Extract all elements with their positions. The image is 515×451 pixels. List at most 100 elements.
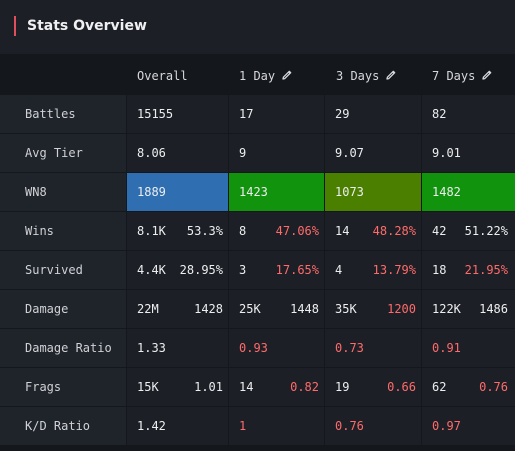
cell-count: 3 <box>239 263 247 277</box>
cell-7-days: 0.91 <box>422 329 515 367</box>
cell-value: 9.07 <box>335 146 364 160</box>
row-label: Frags <box>0 368 126 406</box>
cell-average: 0.76 <box>479 380 508 394</box>
table-row-battles: Battles 15155 17 29 82 <box>0 95 515 134</box>
cell-total: 122K <box>432 302 461 316</box>
cell-average: 0.66 <box>387 380 416 394</box>
cell-7-days: 122K 1486 <box>422 290 515 328</box>
cell-7-days: 18 21.95% <box>422 251 515 289</box>
cell-value: 8.06 <box>137 146 166 160</box>
cell-overall: 15K 1.01 <box>127 368 228 406</box>
cell-overall: 1.42 <box>127 407 228 445</box>
cell-percent: 47.06% <box>275 224 319 238</box>
cell-1-day: 9 <box>229 134 324 172</box>
cell-3-days: 4 13.79% <box>325 251 421 289</box>
cell-value: 17 <box>239 107 254 121</box>
header-accent-bar <box>14 16 16 36</box>
cell-count: 42 <box>432 224 447 238</box>
cell-1-day: 14 0.82 <box>229 368 324 406</box>
cell-3-days: 14 48.28% <box>325 212 421 250</box>
pencil-icon[interactable] <box>281 69 293 81</box>
cell-1-day: 3 17.65% <box>229 251 324 289</box>
wn8-badge-3-days: 1073 <box>325 173 421 211</box>
cell-value: 9 <box>239 146 247 160</box>
cell-3-days: 0.76 <box>325 407 421 445</box>
cell-percent: 21.95% <box>464 263 508 277</box>
cell-value: 82 <box>432 107 447 121</box>
wn8-badge-7-days: 1482 <box>422 173 515 211</box>
cell-value: 1073 <box>335 185 364 199</box>
cell-overall: 8.06 <box>127 134 228 172</box>
row-label: Avg Tier <box>0 134 126 172</box>
cell-1-day: 8 47.06% <box>229 212 324 250</box>
table-row-wn8: WN8 1889 1423 1073 1482 <box>0 173 515 212</box>
cell-value: 1889 <box>137 185 166 199</box>
cell-percent: 13.79% <box>372 263 416 277</box>
cell-value: 1 <box>239 419 247 433</box>
cell-total: 15K <box>137 380 159 394</box>
table-row-survived: Survived 4.4K 28.95% 3 17.65% 4 13.79% 18 21… <box>0 251 515 290</box>
cell-average: 1200 <box>387 302 416 316</box>
column-header-label: Overall <box>137 69 188 83</box>
cell-total: 14 <box>239 380 254 394</box>
cell-average: 1448 <box>290 302 319 316</box>
cell-3-days: 9.07 <box>325 134 421 172</box>
wn8-badge-1-day: 1423 <box>229 173 324 211</box>
cell-7-days: 9.01 <box>422 134 515 172</box>
row-label: Wins <box>0 212 126 250</box>
cell-overall: 15155 <box>127 95 228 133</box>
cell-average: 0.82 <box>290 380 319 394</box>
cell-value: 0.73 <box>335 341 364 355</box>
table-row-wins: Wins 8.1K 53.3% 8 47.06% 14 48.28% 42 51.22% <box>0 212 515 251</box>
cell-average: 1486 <box>479 302 508 316</box>
cell-total: 22M <box>137 302 159 316</box>
cell-7-days: 82 <box>422 95 515 133</box>
column-header-1-day[interactable]: 1 Day <box>239 54 293 94</box>
cell-count: 4.4K <box>137 263 166 277</box>
stats-table: Overall 1 Day 3 Days 7 Days Battles 1515… <box>0 54 515 451</box>
cell-count: 14 <box>335 224 350 238</box>
column-header-overall: Overall <box>137 54 188 94</box>
cell-value: 9.01 <box>432 146 461 160</box>
cell-3-days: 0.73 <box>325 329 421 367</box>
cell-value: 0.93 <box>239 341 268 355</box>
cell-overall: 1.33 <box>127 329 228 367</box>
cell-7-days: 62 0.76 <box>422 368 515 406</box>
table-row-damage-ratio: Damage Ratio 1.33 0.93 0.73 0.91 <box>0 329 515 368</box>
cell-count: 18 <box>432 263 447 277</box>
cell-3-days: 19 0.66 <box>325 368 421 406</box>
cell-overall: 8.1K 53.3% <box>127 212 228 250</box>
cell-3-days: 29 <box>325 95 421 133</box>
cell-value: 0.91 <box>432 341 461 355</box>
cell-1-day: 17 <box>229 95 324 133</box>
cell-average: 1.01 <box>194 380 223 394</box>
cell-total: 35K <box>335 302 357 316</box>
cell-value: 1.33 <box>137 341 166 355</box>
cell-value: 1.42 <box>137 419 166 433</box>
cell-count: 8.1K <box>137 224 166 238</box>
cell-percent: 51.22% <box>464 224 508 238</box>
wn8-badge-overall: 1889 <box>127 173 228 211</box>
cell-value: 15155 <box>137 107 174 121</box>
row-label: Survived <box>0 251 126 289</box>
pencil-icon[interactable] <box>481 69 493 81</box>
row-label: Damage <box>0 290 126 328</box>
panel-header: Stats Overview <box>0 0 515 55</box>
column-header-7-days[interactable]: 7 Days <box>432 54 493 94</box>
row-label: K/D Ratio <box>0 407 126 445</box>
cell-overall: 4.4K 28.95% <box>127 251 228 289</box>
row-label: Damage Ratio <box>0 329 126 367</box>
cell-total: 62 <box>432 380 447 394</box>
row-label: WN8 <box>0 173 126 211</box>
table-row-avg-tier: Avg Tier 8.06 9 9.07 9.01 <box>0 134 515 173</box>
cell-percent: 53.3% <box>186 224 223 238</box>
cell-total: 25K <box>239 302 261 316</box>
column-header-3-days[interactable]: 3 Days <box>336 54 397 94</box>
cell-percent: 17.65% <box>275 263 319 277</box>
cell-count: 8 <box>239 224 247 238</box>
column-header-label: 3 Days <box>336 69 380 83</box>
pencil-icon[interactable] <box>385 69 397 81</box>
cell-value: 0.97 <box>432 419 461 433</box>
cell-value: 1423 <box>239 185 268 199</box>
